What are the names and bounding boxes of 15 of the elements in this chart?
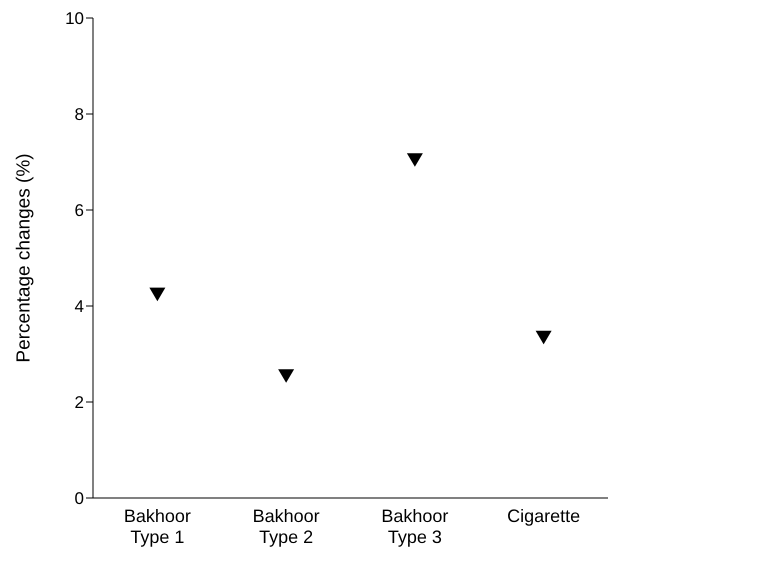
y-tick-label: 6 [74,201,84,220]
point [536,330,552,344]
point [406,153,423,167]
y-tick-label: 2 [74,393,84,412]
x-tick-label: Cigarette [507,506,580,526]
x-tick-label: Bakhoor Type 1 [124,506,191,547]
y-tick-label: 10 [65,9,84,28]
x-tick-label: Bakhoor Type 3 [381,506,448,547]
y-tick-label: 8 [74,105,84,124]
point [278,369,294,383]
y-tick-label: 4 [74,297,84,316]
y-axis-title: Percentage changes (%) [14,153,35,363]
y-tick-label: 0 [74,489,84,508]
point [149,288,166,302]
x-tick-label: Bakhoor Type 2 [252,506,320,547]
